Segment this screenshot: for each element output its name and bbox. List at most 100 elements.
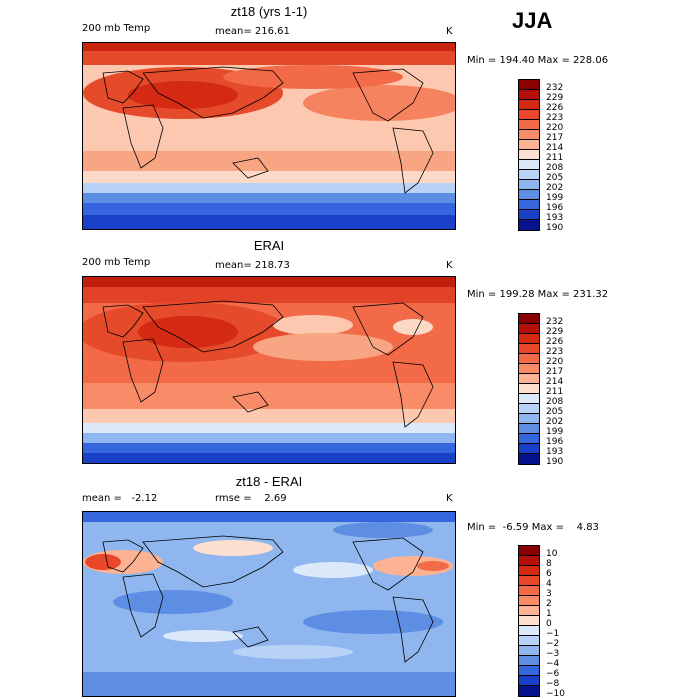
colorbar-label: 220 [546, 357, 564, 367]
colorbar-label: 8 [546, 559, 552, 569]
colorbar-swatch [519, 576, 539, 586]
colorbar-label: 193 [546, 447, 564, 457]
panel-1-mean: mean= 216.61 [215, 26, 290, 37]
colorbar-swatch [519, 314, 539, 324]
panel-1-title: zt18 (yrs 1-1) [230, 4, 308, 19]
colorbar-label: −3 [546, 649, 560, 659]
colorbar-label: 217 [546, 367, 564, 377]
colorbar-swatch [519, 566, 539, 576]
colorbar-label: 208 [546, 397, 564, 407]
colorbar-swatch [519, 100, 539, 110]
colorbar-label: 217 [546, 133, 564, 143]
colorbar-label: 214 [546, 377, 564, 387]
colorbar-swatch [519, 404, 539, 414]
colorbar-swatch [519, 200, 539, 210]
colorbar-swatch [519, 190, 539, 200]
panel-1-colorbar [518, 79, 540, 231]
colorbar-swatch [519, 666, 539, 676]
colorbar-label: 1 [546, 609, 552, 619]
colorbar-swatch [519, 170, 539, 180]
colorbar-swatch [519, 626, 539, 636]
panel-2-title: ERAI [253, 238, 285, 253]
colorbar-swatch [519, 140, 539, 150]
colorbar-label: 199 [546, 193, 564, 203]
colorbar-swatch [519, 120, 539, 130]
colorbar-swatch [519, 130, 539, 140]
colorbar-swatch [519, 374, 539, 384]
colorbar-swatch [519, 424, 539, 434]
panel-2-map [82, 276, 456, 464]
colorbar-swatch [519, 364, 539, 374]
colorbar-swatch [519, 354, 539, 364]
colorbar-swatch [519, 454, 539, 464]
panel-3-rmse: rmse = 2.69 [215, 493, 287, 504]
colorbar-label: 3 [546, 589, 552, 599]
colorbar-label: 211 [546, 153, 564, 163]
colorbar-swatch [519, 324, 539, 334]
panel-2-variable-label: 200 mb Temp [82, 257, 151, 268]
panel-3-mean: mean = -2.12 [82, 493, 158, 504]
colorbar-swatch [519, 90, 539, 100]
colorbar-swatch [519, 596, 539, 606]
colorbar-swatch [519, 646, 539, 656]
colorbar-swatch [519, 220, 539, 230]
colorbar-label: 190 [546, 457, 564, 467]
panel-1-units: K [446, 26, 453, 37]
colorbar-label: 4 [546, 579, 552, 589]
colorbar-swatch [519, 586, 539, 596]
colorbar-label: −6 [546, 669, 560, 679]
colorbar-swatch [519, 656, 539, 666]
colorbar-label: 223 [546, 347, 564, 357]
colorbar-swatch [519, 444, 539, 454]
colorbar-label: 205 [546, 407, 564, 417]
panel-3-units: K [446, 493, 453, 504]
colorbar-swatch [519, 636, 539, 646]
colorbar-swatch [519, 414, 539, 424]
colorbar-label: 196 [546, 203, 564, 213]
panel-2-units: K [446, 260, 453, 271]
colorbar-label: 0 [546, 619, 552, 629]
colorbar-label: 229 [546, 327, 564, 337]
colorbar-label: 229 [546, 93, 564, 103]
colorbar-label: 202 [546, 417, 564, 427]
colorbar-label: 232 [546, 83, 564, 93]
colorbar-swatch [519, 676, 539, 686]
colorbar-swatch [519, 160, 539, 170]
panel-1-variable-label: 200 mb Temp [82, 23, 151, 34]
panel-3-title: zt18 - ERAI [235, 474, 303, 489]
colorbar-label: 10 [546, 549, 558, 559]
colorbar-label: 214 [546, 143, 564, 153]
colorbar-swatch [519, 150, 539, 160]
colorbar-label: 6 [546, 569, 552, 579]
colorbar-swatch [519, 546, 539, 556]
colorbar-label: −1 [546, 629, 560, 639]
colorbar-label: 2 [546, 599, 552, 609]
colorbar-swatch [519, 344, 539, 354]
colorbar-label: 208 [546, 163, 564, 173]
colorbar-label: −2 [546, 639, 560, 649]
panel-3-map-svg [83, 512, 455, 696]
colorbar-swatch [519, 334, 539, 344]
colorbar-label: 220 [546, 123, 564, 133]
colorbar-label: 211 [546, 387, 564, 397]
panel-3-map [82, 511, 456, 697]
panel-1-colorbar-labels: 232 229 226 223 220 217 214 211 208 205 … [546, 83, 563, 233]
colorbar-label: 205 [546, 173, 564, 183]
colorbar-label: −4 [546, 659, 560, 669]
colorbar-swatch [519, 110, 539, 120]
panel-2-min-max: Min = 199.28 Max = 231.32 [467, 289, 609, 300]
panel-1-map [82, 42, 456, 230]
panel-2-map-svg [83, 277, 455, 463]
colorbar-swatch [519, 556, 539, 566]
colorbar-swatch [519, 80, 539, 90]
colorbar-label: 223 [546, 113, 564, 123]
colorbar-label: 190 [546, 223, 564, 233]
panel-3-colorbar [518, 545, 540, 697]
panel-2-mean: mean= 218.73 [215, 260, 290, 271]
panel-3-colorbar-labels: 10 8 6 4 3 2 1 0 −1 −2 −3 −4 −6 −8 −10 [546, 549, 565, 699]
colorbar-swatch [519, 434, 539, 444]
colorbar-label: 196 [546, 437, 564, 447]
panel-2-colorbar [518, 313, 540, 465]
colorbar-label: 199 [546, 427, 564, 437]
colorbar-label: 202 [546, 183, 564, 193]
